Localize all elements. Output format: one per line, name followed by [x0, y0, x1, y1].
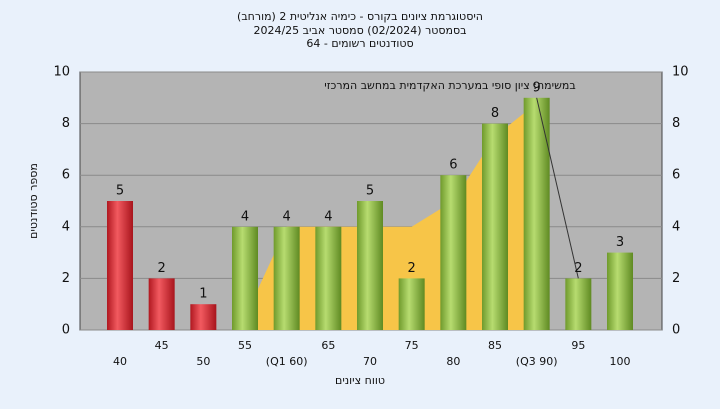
- value-label: 2: [574, 261, 582, 276]
- chart-subtitle: בסמסטר (02/2024) סמסטר אביב 2024/25: [253, 24, 466, 37]
- line: [536, 97, 579, 279]
- value-label: 2: [408, 261, 416, 276]
- y-tick-label: 10: [53, 65, 70, 80]
- bar: [190, 304, 217, 330]
- y-tick-label-right: 6: [672, 168, 680, 183]
- y-tick-label-right: 0: [672, 323, 680, 338]
- value-label: 4: [283, 209, 291, 224]
- bar: [565, 278, 592, 330]
- x-tick-label: 100: [610, 355, 631, 368]
- value-label: 5: [366, 184, 374, 199]
- value-label: 4: [241, 209, 249, 224]
- x-tick-label: 80: [446, 355, 460, 368]
- x-axis-label: טווח ציונים: [335, 374, 385, 387]
- bar: [273, 226, 300, 330]
- value-label: 1: [199, 287, 207, 302]
- x-tick-label: 55: [238, 339, 252, 352]
- value-label: 9: [533, 80, 541, 95]
- x-tick-label: 40: [113, 355, 127, 368]
- y-tick-label-right: 4: [672, 219, 680, 234]
- x-tick-label: 70: [363, 355, 377, 368]
- y-tick-label: 8: [62, 116, 70, 131]
- x-tick-label: 75: [405, 339, 419, 352]
- value-label: 5: [116, 184, 124, 199]
- y-tick-label-right: 10: [672, 65, 689, 80]
- bar: [232, 226, 258, 330]
- x-tick-label: 65: [321, 339, 335, 352]
- x-tick-label: (Q1 60): [266, 355, 308, 368]
- bar: [315, 226, 342, 330]
- value-label: 8: [491, 106, 499, 121]
- bar: [482, 123, 508, 330]
- value-label: 2: [158, 261, 166, 276]
- y-tick-label-right: 2: [672, 271, 680, 286]
- x-tick-label: 85: [488, 339, 502, 352]
- bar: [107, 201, 133, 330]
- x-tick-label: 95: [571, 339, 585, 352]
- annotation: במשימה: ציון סופי במערכת האקדמית במחשב ה…: [324, 79, 575, 92]
- chart-title: (היסטוגרמת ציונים בקורס - כימיה אנליטית …: [237, 10, 483, 23]
- value-label: 4: [324, 209, 332, 224]
- chart-subtitle: סטודנטים רשומים - 64: [306, 37, 413, 50]
- x-tick-label: (Q3 90): [516, 355, 558, 368]
- y-axis-label: מספר סטודנטים: [27, 163, 40, 239]
- bar: [357, 201, 383, 330]
- x-tick-label: 50: [196, 355, 210, 368]
- y-tick-label: 6: [62, 168, 70, 183]
- y-tick-label-right: 8: [672, 116, 680, 131]
- x-tick-label: 45: [155, 339, 169, 352]
- bar: [148, 278, 175, 330]
- y-tick-label: 4: [62, 219, 70, 234]
- value-label: 3: [616, 235, 624, 250]
- bar: [523, 97, 550, 330]
- y-tick-label: 2: [62, 271, 70, 286]
- bar: [440, 175, 467, 330]
- y-tick-label: 0: [62, 323, 70, 338]
- marks: [107, 97, 633, 331]
- bar: [398, 278, 425, 330]
- bar: [607, 252, 633, 330]
- value-label: 6: [449, 158, 457, 173]
